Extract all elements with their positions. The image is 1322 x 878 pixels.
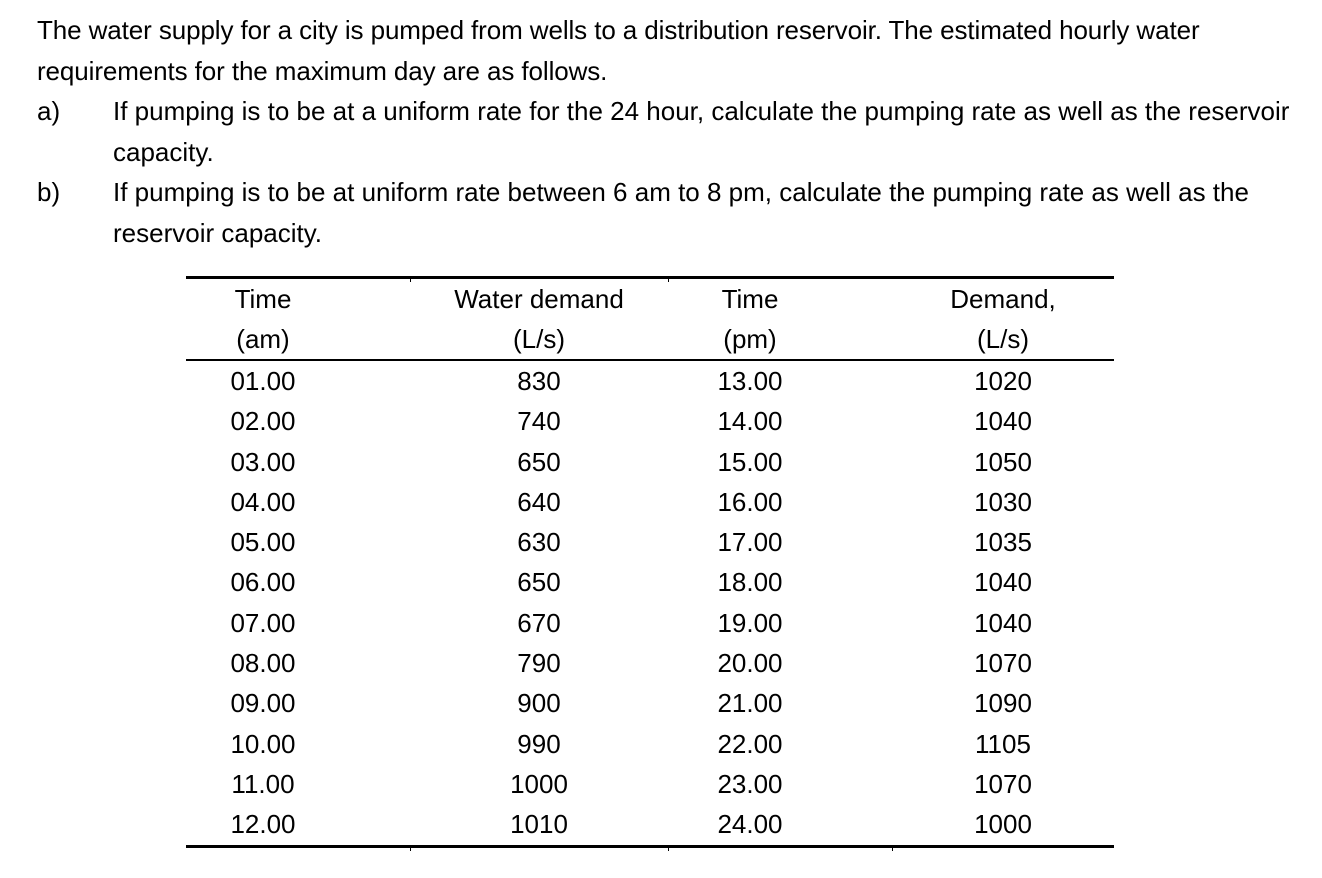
cell-demand-am: 650 [517,567,561,598]
cell-time-am: 07.00 [230,607,296,638]
water-demand-table: Time Water demand Time Demand, (am) (L/s… [186,276,1114,848]
cell-demand-am: 1000 [510,768,568,799]
cell-time-pm: 21.00 [717,688,783,719]
table-row: 11.00 1000 23.00 1070 [186,764,1114,804]
demand-table-wrapper: Time Water demand Time Demand, (am) (L/s… [186,276,1114,848]
part-a-marker: a) [37,96,61,126]
cell-time-pm: 14.00 [717,406,783,437]
cell-demand-pm: 1000 [892,804,1114,848]
header-time-am-unit: (am) [186,319,410,361]
cell-demand-pm: 1020 [974,366,1032,396]
cell-demand-am: 630 [517,527,561,558]
table-body: 01.00 830 13.00 1020 02.00 740 14.00 104… [186,360,1114,848]
cell-demand-pm: 1050 [974,446,1032,477]
cell-time-am: 01.00 [230,366,296,396]
cell-time-am: 09.00 [230,688,296,719]
table-row: 06.00 650 18.00 1040 [186,562,1114,602]
column-tick-divider [668,279,669,282]
column-tick-divider [410,279,411,282]
cell-demand-pm: 1105 [975,728,1031,759]
cell-time-pm: 15.00 [717,446,783,477]
column-tick-divider [668,848,669,851]
cell-demand-pm: 1070 [974,768,1032,799]
cell-time-am: 05.00 [230,527,296,558]
cell-time-pm: 20.00 [717,648,783,679]
cell-time-pm: 19.00 [717,607,783,638]
header-time-pm: Time [668,276,892,319]
column-tick-divider [892,848,893,851]
cell-demand-am: 670 [517,607,561,638]
part-b-marker: b) [37,177,61,207]
cell-time-pm: 16.00 [717,486,783,517]
table-row: 08.00 790 20.00 1070 [186,643,1114,683]
header-demand-pm: Demand, [892,276,1114,319]
cell-demand-pm: 1040 [974,406,1032,437]
cell-time-pm: 17.00 [717,527,783,558]
cell-demand-am: 740 [517,406,561,437]
cell-time-pm: 24.00 [668,804,892,848]
cell-time-pm: 22.00 [717,728,783,759]
cell-time-am: 10.00 [230,728,296,759]
problem-statement: The water supply for a city is pumped fr… [37,10,1297,253]
cell-demand-am: 790 [517,648,561,679]
cell-time-am: 11.00 [231,768,295,799]
part-a-text: If pumping is to be at a uniform rate fo… [113,96,1290,167]
part-b: b) If pumping is to be at uniform rate b… [37,172,1297,253]
column-tick-divider [410,848,411,851]
cell-demand-am: 640 [517,486,561,517]
table-row: 12.00 1010 24.00 1000 [186,804,1114,848]
cell-demand-pm: 1090 [974,688,1032,719]
cell-demand-am: 830 [517,366,561,396]
cell-demand-pm: 1040 [974,607,1032,638]
cell-demand-pm: 1030 [974,486,1032,517]
cell-time-am: 04.00 [230,486,296,517]
cell-demand-pm: 1040 [974,567,1032,598]
cell-time-pm: 18.00 [717,567,783,598]
cell-demand-pm: 1070 [974,648,1032,679]
cell-time-am: 12.00 [186,804,410,848]
cell-demand-am: 650 [517,446,561,477]
cell-time-am: 08.00 [230,648,296,679]
cell-demand-am: 990 [517,728,561,759]
table-row: 03.00 650 15.00 1050 [186,442,1114,482]
table-row: 07.00 670 19.00 1040 [186,603,1114,643]
cell-time-pm: 13.00 [717,366,783,396]
header-demand-am-unit: (L/s) [410,319,668,361]
table-header: Time Water demand Time Demand, (am) (L/s… [186,276,1114,361]
header-time-am: Time [186,276,410,319]
header-demand-pm-unit: (L/s) [892,319,1114,361]
cell-demand-pm: 1035 [974,527,1032,558]
cell-time-am: 02.00 [230,406,296,437]
table-row: 09.00 900 21.00 1090 [186,683,1114,723]
intro-paragraph: The water supply for a city is pumped fr… [37,15,1200,86]
cell-demand-am: 1010 [410,804,668,848]
part-a: a) If pumping is to be at a uniform rate… [37,91,1297,172]
part-b-text: If pumping is to be at uniform rate betw… [113,177,1249,248]
header-demand-am: Water demand [410,276,668,319]
cell-demand-am: 900 [517,688,561,719]
table-row: 02.00 740 14.00 1040 [186,401,1114,441]
table-row: 01.00 830 13.00 1020 [186,360,1114,401]
table-row: 04.00 640 16.00 1030 [186,482,1114,522]
header-time-pm-unit: (pm) [668,319,892,361]
cell-time-am: 03.00 [230,446,296,477]
cell-time-am: 06.00 [230,567,296,598]
cell-time-pm: 23.00 [717,768,783,799]
table-row: 05.00 630 17.00 1035 [186,522,1114,562]
table-row: 10.00 990 22.00 1105 [186,724,1114,764]
